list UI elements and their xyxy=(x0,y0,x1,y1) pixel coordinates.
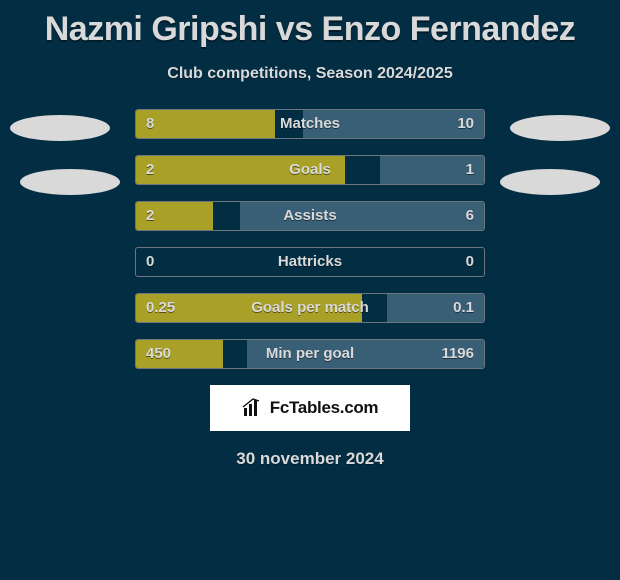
page-title: Nazmi Gripshi vs Enzo Fernandez xyxy=(0,0,620,49)
stat-label: Goals xyxy=(136,156,484,184)
logo-text: FcTables.com xyxy=(270,398,379,418)
fctables-logo: FcTables.com xyxy=(210,385,410,431)
stat-label: Matches xyxy=(136,110,484,138)
stat-label: Goals per match xyxy=(136,294,484,322)
stat-row: 26Assists xyxy=(135,201,485,231)
player-oval xyxy=(10,115,110,141)
stat-label: Hattricks xyxy=(136,248,484,276)
subtitle: Club competitions, Season 2024/2025 xyxy=(0,65,620,83)
player-oval xyxy=(500,169,600,195)
stat-row: 0.250.1Goals per match xyxy=(135,293,485,323)
stat-label: Min per goal xyxy=(136,340,484,368)
comparison-arena: 810Matches 21Goals 26Assists 00Hattricks 0.2… xyxy=(0,109,620,369)
stat-row: 21Goals xyxy=(135,155,485,185)
stat-bars: 810Matches 21Goals 26Assists 00Hattricks 0.2… xyxy=(135,109,485,369)
stat-row: 4501196Min per goal xyxy=(135,339,485,369)
stat-label: Assists xyxy=(136,202,484,230)
player-oval xyxy=(20,169,120,195)
bar-chart-icon xyxy=(242,398,264,418)
footer-date: 30 november 2024 xyxy=(0,449,620,469)
stat-row: 810Matches xyxy=(135,109,485,139)
player-oval xyxy=(510,115,610,141)
stat-row: 00Hattricks xyxy=(135,247,485,277)
